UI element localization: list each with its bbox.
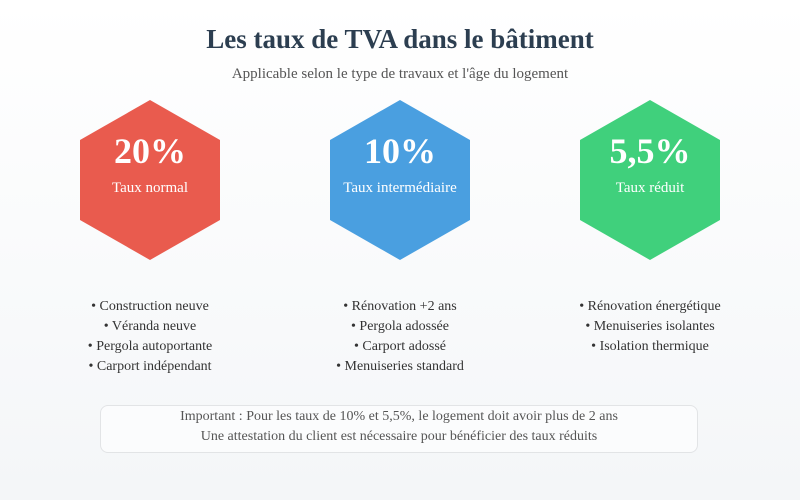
list-item: • Pergola autoportante: [87, 339, 213, 354]
intermediate-rate-list: • Rénovation +2 ans • Pergola adossée • …: [300, 297, 500, 377]
hexagon-reduced-rate: 5,5% Taux réduit: [580, 100, 720, 260]
important-note: Important : Pour les taux de 10% et 5,5%…: [100, 405, 698, 453]
list-item: • Véranda neuve: [103, 319, 197, 334]
normal-rate-list: • Construction neuve • Véranda neuve • P…: [50, 297, 250, 377]
rate-value: 10%: [364, 131, 436, 171]
rate-value: 5,5%: [609, 131, 691, 171]
list-item: • Rénovation +2 ans: [343, 299, 457, 314]
list-item: • Carport indépendant: [88, 359, 212, 374]
hexagon-intermediate-rate: 10% Taux intermédiaire: [330, 100, 470, 260]
note-line: Important : Pour les taux de 10% et 5,5%…: [180, 409, 618, 424]
rate-value: 20%: [114, 131, 186, 171]
list-item: • Carport adossé: [354, 339, 446, 354]
list-item: • Rénovation énergétique: [579, 299, 721, 314]
list-item: • Isolation thermique: [591, 339, 709, 354]
list-item: • Pergola adossée: [351, 319, 449, 334]
list-item: • Menuiseries standard: [336, 359, 464, 374]
hexagon-normal-rate: 20% Taux normal: [80, 100, 220, 260]
list-item: • Menuiseries isolantes: [585, 319, 715, 334]
reduced-rate-list: • Rénovation énergétique • Menuiseries i…: [550, 297, 750, 357]
page-subtitle: Applicable selon le type de travaux et l…: [231, 66, 569, 82]
note-line: Une attestation du client est nécessaire…: [200, 429, 598, 444]
rate-label: Taux réduit: [615, 180, 685, 196]
page-title: Les taux de TVA dans le bâtiment: [206, 24, 594, 54]
rate-label: Taux normal: [111, 180, 188, 196]
list-item: • Construction neuve: [91, 299, 209, 314]
rate-label: Taux intermédiaire: [343, 180, 457, 196]
